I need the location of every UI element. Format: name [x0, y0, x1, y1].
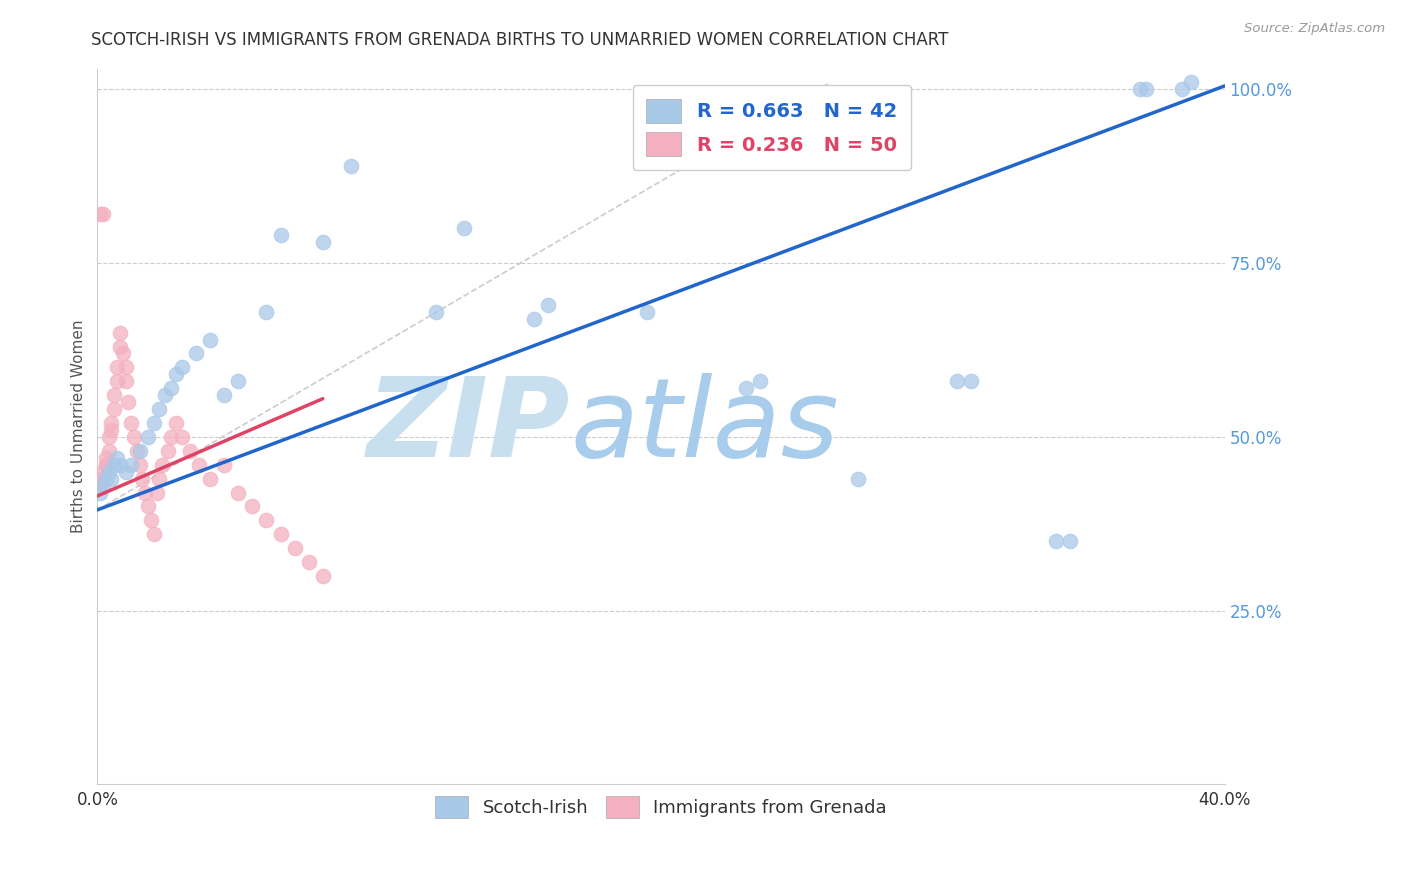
Point — [103, 402, 125, 417]
Point — [120, 416, 142, 430]
Point — [142, 416, 165, 430]
Text: SCOTCH-IRISH VS IMMIGRANTS FROM GRENADA BIRTHS TO UNMARRIED WOMEN CORRELATION CH: SCOTCH-IRISH VS IMMIGRANTS FROM GRENADA … — [91, 31, 949, 49]
Point — [120, 458, 142, 472]
Point — [100, 472, 122, 486]
Point — [125, 443, 148, 458]
Point — [425, 305, 447, 319]
Point — [94, 450, 117, 465]
Point — [94, 458, 117, 472]
Point — [128, 443, 150, 458]
Point — [136, 500, 159, 514]
Point — [94, 472, 117, 486]
Point — [103, 388, 125, 402]
Point — [139, 513, 162, 527]
Point — [156, 443, 179, 458]
Point — [114, 465, 136, 479]
Point — [734, 381, 756, 395]
Point — [170, 360, 193, 375]
Point — [89, 472, 111, 486]
Point — [145, 485, 167, 500]
Point — [105, 450, 128, 465]
Point — [97, 443, 120, 458]
Point — [198, 333, 221, 347]
Point — [134, 485, 156, 500]
Point — [100, 423, 122, 437]
Point — [537, 298, 560, 312]
Point — [108, 326, 131, 340]
Text: ZIP: ZIP — [367, 373, 571, 480]
Point — [159, 430, 181, 444]
Point — [1045, 534, 1067, 549]
Point — [97, 430, 120, 444]
Point — [148, 472, 170, 486]
Point — [103, 458, 125, 472]
Point — [91, 478, 114, 492]
Point — [312, 235, 335, 250]
Point — [97, 465, 120, 479]
Point — [523, 311, 546, 326]
Point — [165, 416, 187, 430]
Point — [946, 374, 969, 388]
Point — [108, 340, 131, 354]
Point — [128, 458, 150, 472]
Point — [105, 374, 128, 388]
Point — [89, 478, 111, 492]
Text: Source: ZipAtlas.com: Source: ZipAtlas.com — [1244, 22, 1385, 36]
Point — [91, 465, 114, 479]
Point — [312, 569, 335, 583]
Point — [340, 159, 363, 173]
Point — [94, 458, 117, 472]
Point — [184, 346, 207, 360]
Point — [100, 416, 122, 430]
Point — [153, 388, 176, 402]
Point — [748, 374, 770, 388]
Point — [256, 305, 278, 319]
Point — [150, 458, 173, 472]
Point — [270, 527, 292, 541]
Point — [117, 395, 139, 409]
Point — [187, 458, 209, 472]
Legend: Scotch-Irish, Immigrants from Grenada: Scotch-Irish, Immigrants from Grenada — [429, 789, 894, 825]
Point — [270, 228, 292, 243]
Point — [636, 305, 658, 319]
Point — [212, 388, 235, 402]
Point — [170, 430, 193, 444]
Point — [91, 472, 114, 486]
Point — [212, 458, 235, 472]
Point — [298, 555, 321, 569]
Point — [1129, 82, 1152, 96]
Point — [1059, 534, 1081, 549]
Point — [1180, 75, 1202, 89]
Point — [105, 360, 128, 375]
Point — [91, 207, 114, 221]
Point — [284, 541, 307, 555]
Point — [131, 472, 153, 486]
Point — [165, 368, 187, 382]
Point — [1135, 82, 1157, 96]
Point — [122, 430, 145, 444]
Point — [179, 443, 201, 458]
Point — [1171, 82, 1194, 96]
Point — [256, 513, 278, 527]
Point — [846, 472, 869, 486]
Point — [453, 221, 475, 235]
Point — [198, 472, 221, 486]
Y-axis label: Births to Unmarried Women: Births to Unmarried Women — [72, 319, 86, 533]
Point — [136, 430, 159, 444]
Point — [114, 360, 136, 375]
Point — [89, 485, 111, 500]
Point — [148, 402, 170, 417]
Point — [142, 527, 165, 541]
Point — [226, 485, 249, 500]
Point — [226, 374, 249, 388]
Text: atlas: atlas — [571, 373, 839, 480]
Point — [111, 346, 134, 360]
Point — [114, 374, 136, 388]
Point — [240, 500, 263, 514]
Point — [960, 374, 983, 388]
Point — [159, 381, 181, 395]
Point — [108, 458, 131, 472]
Point — [89, 207, 111, 221]
